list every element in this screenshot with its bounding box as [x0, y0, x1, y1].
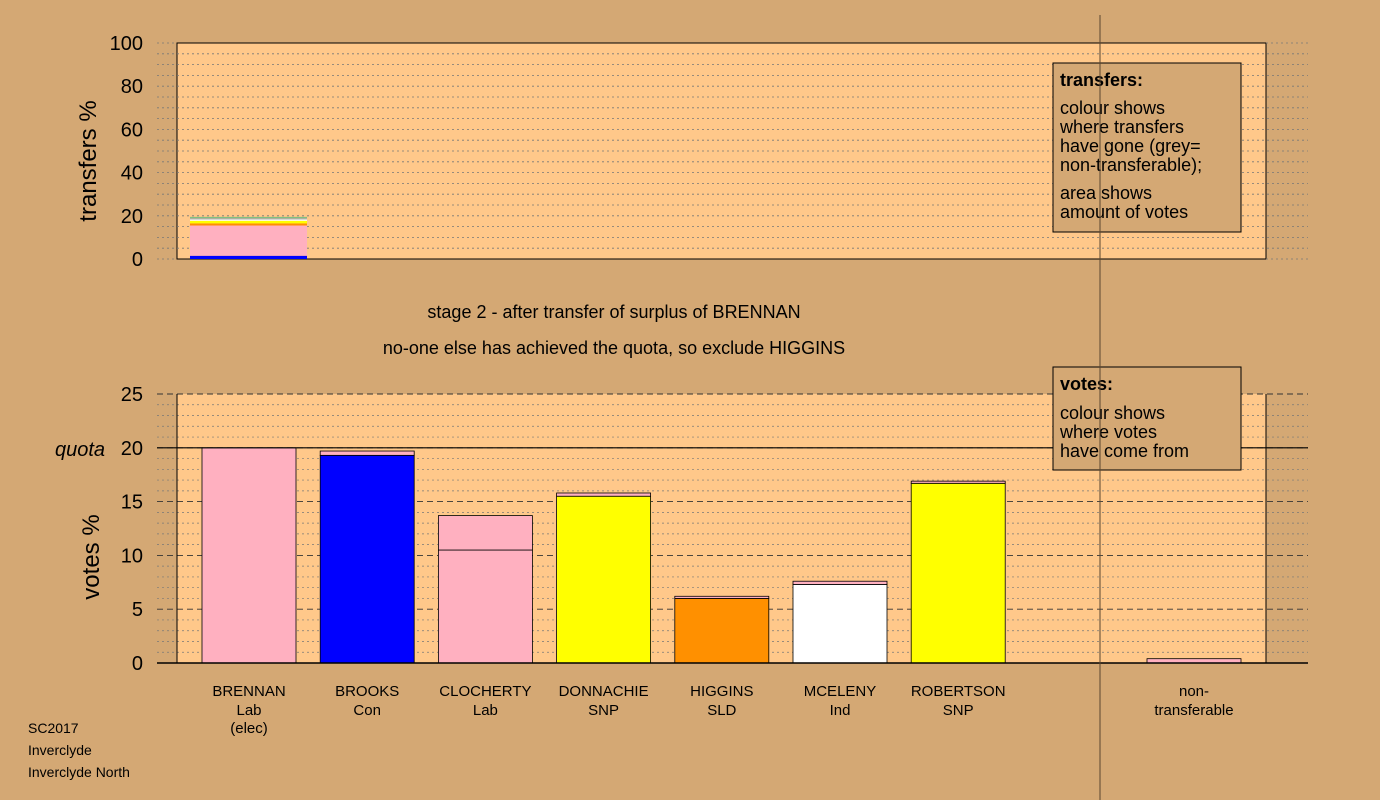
votes-tick-label: 20	[121, 438, 143, 460]
footer-line: Inverclyde North	[28, 764, 130, 780]
vote-segment	[437, 549, 533, 664]
vote-segment	[556, 495, 651, 664]
transfers-tick-label: 20	[121, 206, 143, 228]
votes-legend-line: where votes	[1059, 422, 1157, 442]
vote-segment	[910, 480, 1006, 484]
stage-line-1: stage 2 - after transfer of surplus of B…	[427, 302, 800, 322]
votes-tick-label: 25	[121, 384, 143, 406]
candidate-status: (elec)	[230, 720, 268, 737]
vote-segment	[556, 492, 651, 497]
votes-y-ticks: 0 5 10 15 20 25	[121, 384, 143, 675]
vote-segment	[674, 598, 770, 664]
candidate-party: Lab	[236, 702, 261, 719]
transfers-legend-line: non-transferable);	[1060, 155, 1202, 175]
candidate-name: BROOKS	[335, 683, 399, 700]
transfers-legend-line: area shows	[1060, 183, 1152, 203]
candidate-name: CLOCHERTY	[439, 683, 531, 700]
transfers-tick-label: 60	[121, 119, 143, 141]
vote-segment	[319, 450, 415, 456]
transfers-legend-line: colour shows	[1060, 98, 1165, 118]
non-transferable-label: transferable	[1154, 702, 1233, 719]
vote-segment	[674, 595, 770, 599]
candidate-party: Con	[353, 702, 381, 719]
candidate-labels: BRENNANLab(elec)BROOKSConCLOCHERTYLabDON…	[212, 683, 1233, 737]
transfer-segment	[190, 223, 307, 226]
votes-legend-line: colour shows	[1060, 403, 1165, 423]
transfer-segment	[190, 225, 307, 256]
transfers-legend-line: have gone (grey=	[1060, 136, 1201, 156]
votes-tick-label: 10	[121, 545, 143, 567]
non-transferable-label: non-	[1179, 683, 1209, 700]
transfer-segment	[190, 220, 307, 224]
stage-line-2: no-one else has achieved the quota, so e…	[383, 338, 845, 358]
votes-legend-title: votes:	[1060, 374, 1113, 394]
transfers-bars	[190, 216, 307, 259]
transfer-segment	[190, 216, 307, 219]
votes-tick-label: 15	[121, 492, 143, 514]
candidate-name: HIGGINS	[690, 683, 753, 700]
transfers-tick-label: 100	[110, 33, 143, 55]
quota-label: quota	[55, 439, 105, 461]
transfers-tick-label: 40	[121, 163, 143, 185]
transfers-y-ticks: 0 20 40 60 80 100	[110, 33, 143, 271]
transfer-segment	[190, 219, 307, 221]
vote-segment	[319, 454, 415, 664]
votes-bars	[201, 447, 1242, 664]
candidate-name: MCELENY	[804, 683, 877, 700]
candidate-party: Lab	[473, 702, 498, 719]
transfers-legend-line: where transfers	[1059, 117, 1184, 137]
candidate-party: SLD	[707, 702, 736, 719]
votes-tick-label: 0	[132, 653, 143, 675]
votes-tick-label: 5	[132, 599, 143, 621]
candidate-party: SNP	[943, 702, 974, 719]
candidate-name: BRENNAN	[212, 683, 285, 700]
footer: SC2017 Inverclyde Inverclyde North	[28, 720, 130, 780]
vote-segment	[437, 515, 533, 551]
footer-line: SC2017	[28, 720, 79, 736]
votes-legend-box	[1052, 366, 1242, 471]
transfers-legend-line: amount of votes	[1060, 202, 1188, 222]
transfers-gridlines	[157, 42, 1308, 260]
footer-line: Inverclyde	[28, 742, 92, 758]
transfers-panel: 0 20 40 60 80 100 transfers % transfers: colo…	[75, 33, 1308, 271]
transfers-tick-label: 0	[132, 249, 143, 271]
votes-legend-line: have come from	[1060, 441, 1189, 461]
transfers-legend-box	[1052, 62, 1242, 233]
transfer-segment	[190, 255, 307, 259]
vote-segment	[792, 580, 888, 585]
candidate-party: SNP	[588, 702, 619, 719]
transfers-y-axis-label: transfers %	[75, 100, 102, 221]
transfers-legend-title: transfers:	[1060, 70, 1143, 90]
vote-segment	[792, 584, 888, 664]
transfers-tick-label: 80	[121, 76, 143, 98]
transfer-segment	[190, 218, 307, 220]
candidate-party: Ind	[830, 702, 851, 719]
candidate-name: ROBERTSON	[911, 683, 1006, 700]
vote-segment	[910, 482, 1006, 664]
candidate-name: DONNACHIE	[559, 683, 649, 700]
votes-y-axis-label: votes %	[78, 514, 105, 599]
vote-segment	[201, 447, 297, 664]
